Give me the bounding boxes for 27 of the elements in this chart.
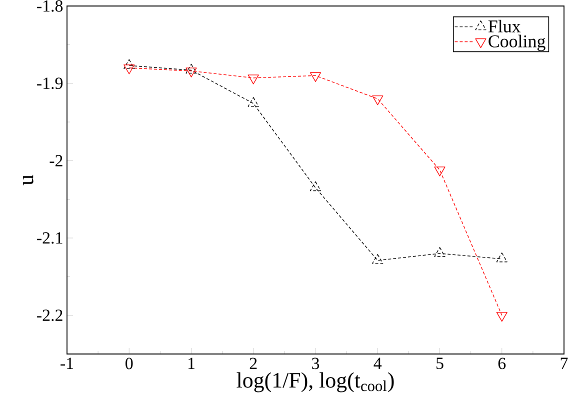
y-tick-label: -2.2 — [37, 310, 62, 322]
x-tick-label: 1 — [188, 358, 194, 369]
point — [434, 247, 446, 257]
point — [372, 95, 384, 106]
x-tick-label: 3 — [312, 358, 320, 370]
x-tick-label: -1 — [60, 358, 74, 369]
point — [496, 252, 508, 262]
y-tick-label: -1.9 — [37, 78, 63, 90]
point — [186, 68, 197, 78]
x-tick-label: 5 — [436, 358, 444, 370]
point — [124, 64, 135, 74]
x-tick-label: 7 — [560, 358, 568, 369]
point — [310, 181, 322, 192]
legend-label: Cooling — [488, 34, 546, 52]
point — [248, 74, 259, 84]
point — [310, 72, 322, 82]
y-tick-label: -2.1 — [37, 232, 62, 244]
y-tick-label: -2 — [50, 155, 62, 166]
legend-label: Flux — [488, 20, 521, 32]
point — [372, 254, 384, 264]
x-tick-label: 6 — [498, 358, 506, 370]
y-axis-title: u — [23, 174, 34, 186]
y-tick-label: -1.8 — [37, 0, 63, 12]
x-tick-label: 2 — [250, 358, 257, 369]
x-tick-label: 0 — [126, 358, 133, 370]
x-tick-label: 4 — [374, 358, 382, 369]
x-axis-title: log(1/F), log(t$_{cool}$) — [236, 372, 394, 392]
